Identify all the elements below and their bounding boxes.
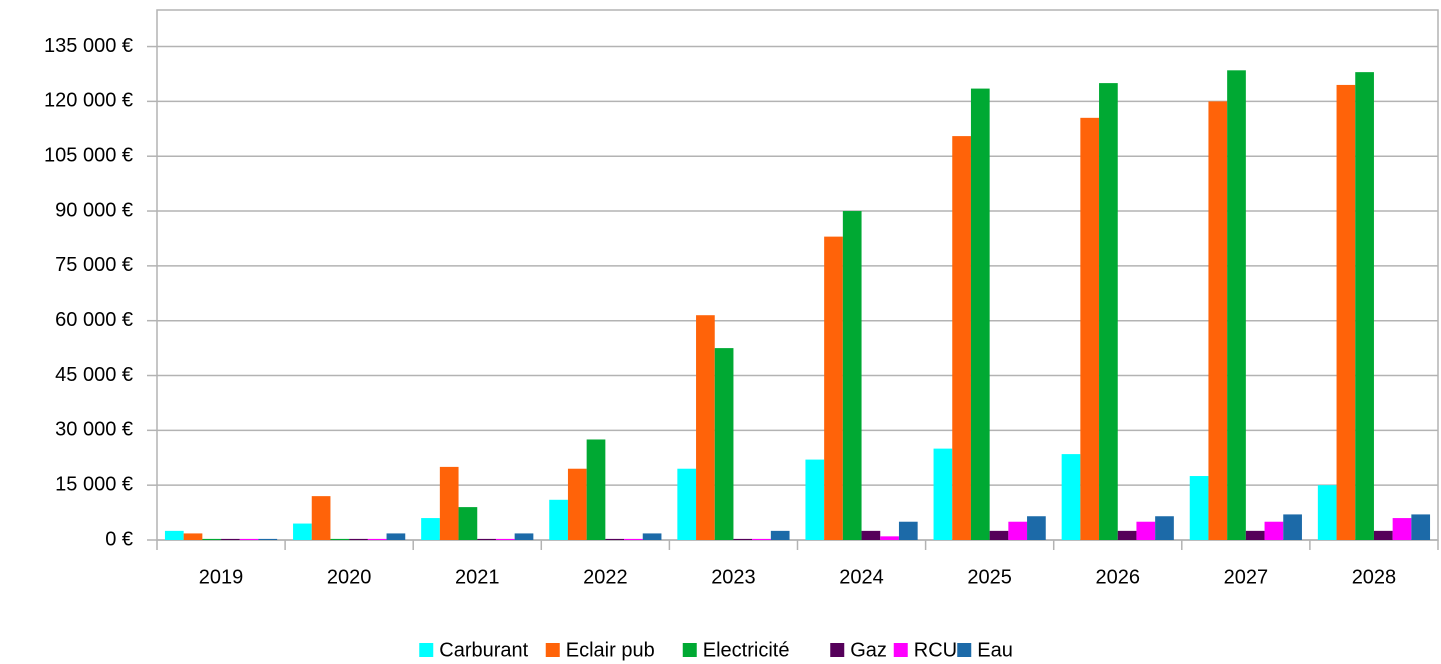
y-tick-label: 15 000 € xyxy=(55,473,133,495)
legend-label: Eclair pub xyxy=(566,639,655,661)
bar xyxy=(842,211,862,540)
bar xyxy=(989,530,1009,540)
bar xyxy=(1155,516,1174,540)
bar xyxy=(861,530,881,540)
bar xyxy=(824,236,843,540)
bar xyxy=(1008,521,1028,540)
bar xyxy=(1392,518,1412,540)
legend-swatch xyxy=(957,643,972,657)
bar xyxy=(1283,514,1302,540)
bar xyxy=(1411,514,1431,540)
bar xyxy=(458,507,478,540)
bar xyxy=(898,521,918,540)
bar xyxy=(1208,101,1228,541)
bar xyxy=(421,518,440,540)
bar xyxy=(1136,521,1156,540)
bar xyxy=(239,538,259,540)
y-tick-label: 45 000 € xyxy=(55,364,133,386)
bar xyxy=(514,533,534,540)
bar xyxy=(258,538,278,540)
bar xyxy=(805,459,825,540)
bar xyxy=(1317,485,1337,540)
bar xyxy=(1264,521,1284,540)
bar xyxy=(1189,476,1209,540)
bar xyxy=(1027,516,1046,540)
bar xyxy=(970,88,990,540)
legend-label: Electricité xyxy=(703,639,790,661)
bar xyxy=(1080,117,1100,541)
x-tick-label: 2028 xyxy=(1352,566,1397,588)
y-tick-label: 30 000 € xyxy=(55,419,133,441)
bar xyxy=(642,533,662,540)
bar xyxy=(330,538,350,540)
legend-label: Eau xyxy=(977,639,1013,661)
x-tick-label: 2021 xyxy=(455,566,500,588)
bar xyxy=(183,533,203,540)
y-tick-label: 120 000 € xyxy=(44,90,133,112)
bar xyxy=(1245,530,1265,540)
x-tick-label: 2019 xyxy=(199,566,244,588)
legend-label: Carburant xyxy=(439,639,528,661)
bar xyxy=(439,466,459,540)
bar xyxy=(880,536,899,540)
bar xyxy=(1336,84,1356,541)
x-tick-label: 2023 xyxy=(711,566,756,588)
bar xyxy=(1061,454,1081,540)
bar xyxy=(477,538,496,540)
bar xyxy=(696,315,715,540)
bar xyxy=(386,533,406,540)
legend-swatch xyxy=(545,643,560,657)
bar xyxy=(311,496,331,540)
bar xyxy=(733,538,753,540)
bar xyxy=(1117,530,1137,540)
bar xyxy=(677,468,697,540)
bar xyxy=(349,538,368,540)
x-tick-label: 2022 xyxy=(583,566,628,588)
legend-swatch xyxy=(893,643,908,657)
y-tick-label: 0 € xyxy=(105,528,133,550)
bar xyxy=(495,538,515,540)
bar xyxy=(549,499,568,540)
bar xyxy=(624,538,643,540)
bar xyxy=(367,538,387,540)
y-tick-label: 60 000 € xyxy=(55,309,133,331)
bar xyxy=(293,523,312,540)
legend-swatch xyxy=(419,643,434,657)
bar xyxy=(714,348,734,540)
bar xyxy=(605,538,625,540)
y-tick-label: 75 000 € xyxy=(55,254,133,276)
bar xyxy=(1373,530,1393,540)
bar xyxy=(221,538,240,540)
y-tick-label: 105 000 € xyxy=(44,144,133,166)
x-tick-label: 2025 xyxy=(967,566,1012,588)
bar xyxy=(567,468,587,540)
legend-swatch xyxy=(830,643,845,657)
bar xyxy=(202,538,222,540)
y-tick-label: 135 000 € xyxy=(44,35,133,57)
x-tick-label: 2024 xyxy=(839,566,884,588)
x-tick-label: 2026 xyxy=(1096,566,1141,588)
y-tick-label: 90 000 € xyxy=(55,199,133,221)
legend-swatch xyxy=(682,643,697,657)
legend-label: RCU xyxy=(914,639,957,661)
bar xyxy=(752,538,771,540)
bar xyxy=(1227,70,1246,540)
bar xyxy=(933,448,953,540)
x-tick-label: 2027 xyxy=(1224,566,1269,588)
bar xyxy=(1355,72,1374,540)
bar xyxy=(770,530,790,540)
bar xyxy=(952,136,971,540)
x-tick-label: 2020 xyxy=(327,566,372,588)
bar xyxy=(586,439,606,540)
bar xyxy=(164,530,184,540)
legend-label: Gaz xyxy=(850,639,887,661)
bar xyxy=(1099,83,1118,540)
